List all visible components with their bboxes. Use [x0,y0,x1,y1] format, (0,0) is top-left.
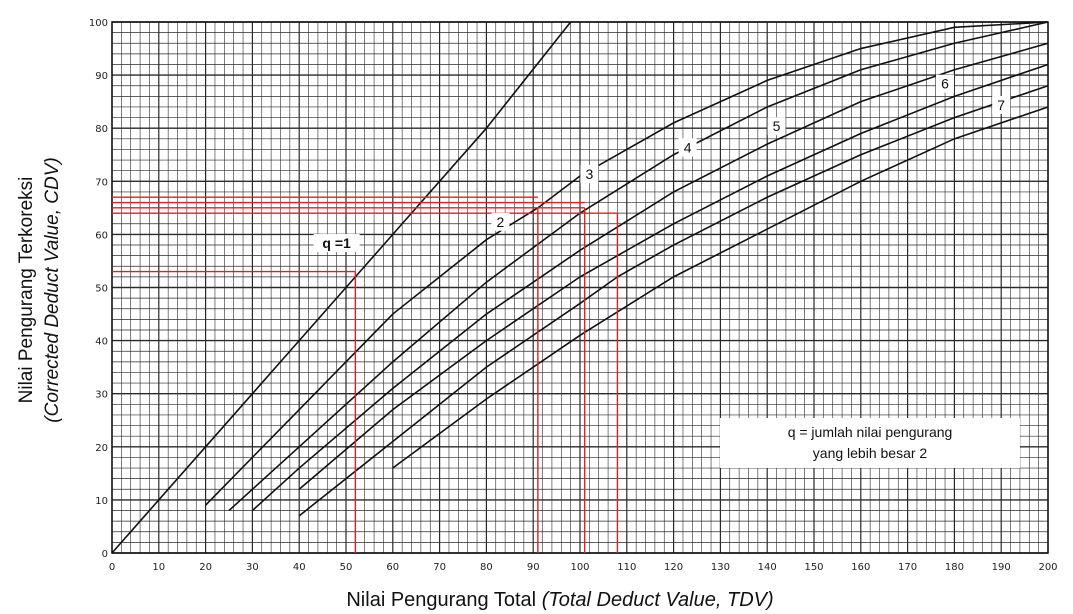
curve-label-box [580,164,599,183]
legend-note: q = jumlah nilai pengurang yang lebih be… [720,418,1020,468]
curve-q-2 [205,21,1049,506]
x-tick-label: 150 [804,562,823,573]
x-tick-label: 140 [758,562,777,573]
x-tick-label: 70 [433,562,446,573]
note-line-1: q = jumlah nilai pengurang [788,424,953,440]
curve-label: 7 [997,97,1005,113]
y-tick-label: 90 [95,71,108,82]
curve-q-4 [251,42,1049,512]
curves [111,21,1049,554]
curve-label-box [936,74,955,93]
x-tick-label: 190 [992,562,1011,573]
y-tick-labels: 0 10 20 30 40 50 60 70 80 90 100 [89,18,108,560]
curve-label: 5 [773,118,781,134]
curve-label-box [491,212,510,231]
curve-label: 4 [684,139,692,155]
curve-q-3 [228,21,1049,512]
y-axis-label: Nilai Pengurang Terkoreksi [16,177,37,404]
x-tick-label: 120 [664,562,683,573]
curve-labels: q =1 2 3 4 5 6 7 [313,74,1011,253]
curve-q-6 [298,84,1049,517]
y-tick-label: 100 [89,18,108,29]
x-tick-label: 80 [480,562,493,573]
x-tick-label: 180 [945,562,964,573]
x-tick-label: 50 [340,562,353,573]
y-tick-label: 0 [102,549,108,560]
y-tick-label: 60 [95,230,108,241]
note-line-2: yang lebih besar 2 [813,445,928,461]
x-tick-label: 170 [898,562,917,573]
x-tick-label: 110 [617,562,636,573]
x-tick-label: 40 [293,562,306,573]
y-axis-title: Nilai Pengurang Terkoreksi [16,177,37,404]
note-box [720,418,1020,468]
x-tick-label: 90 [527,562,540,573]
x-tick-label: 60 [386,562,399,573]
reference-lines [112,196,619,553]
curve-label: 3 [585,166,593,182]
x-tick-label: 130 [711,562,730,573]
curve-q-7 [392,106,1049,469]
curve-label: 2 [497,214,505,230]
x-tick-label: 0 [109,562,115,573]
x-axis-title: Nilai Pengurang Total [346,589,536,611]
y-axis-label-italic: (Corrected Deduct Value, CDV) [42,157,63,422]
x-tick-label: 100 [570,562,589,573]
x-tick-label: 20 [199,562,212,573]
x-tick-label: 30 [246,562,259,573]
plot-frame [111,21,1049,554]
x-tick-label: 160 [851,562,870,573]
y-tick-label: 20 [95,443,108,454]
y-tick-label: 30 [95,390,108,401]
y-tick-label: 10 [95,496,108,507]
x-axis-label: Nilai Pengurang Total (Total Deduct Valu… [346,589,773,611]
y-tick-label: 40 [95,337,108,348]
curve-label-box [313,234,360,253]
x-tick-label: 10 [152,562,165,573]
curve-label-box [678,138,697,157]
y-axis-subtitle: (Corrected Deduct Value, CDV) [42,157,63,422]
y-tick-label: 70 [95,177,108,188]
grid-lines [111,21,1049,554]
curve-label: 6 [941,76,949,92]
curve-label-box [767,117,786,136]
x-tick-label: 200 [1038,562,1057,573]
x-axis-subtitle: (Total Deduct Value, TDV) [542,589,774,611]
curve-label-box [992,95,1011,114]
curve-q-5 [298,63,1049,490]
y-tick-label: 50 [95,284,108,295]
curve-label: q =1 [322,235,351,251]
x-tick-labels: 0 10 20 30 40 50 60 70 80 90 100 110 120 130 140 150 160… [109,562,1058,573]
y-tick-label: 80 [95,124,108,135]
